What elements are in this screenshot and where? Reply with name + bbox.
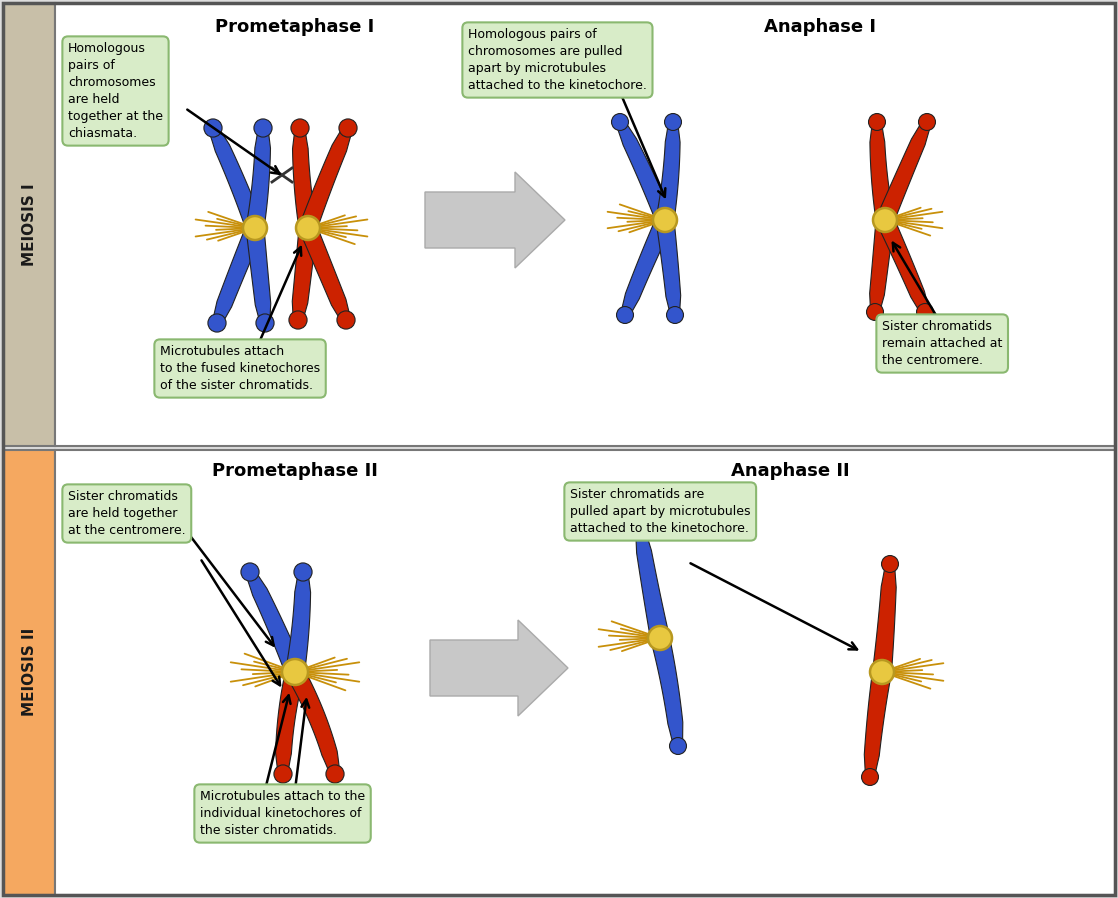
Circle shape [282,659,307,685]
Polygon shape [872,564,897,673]
Bar [55,3,1115,446]
Ellipse shape [337,311,356,329]
Ellipse shape [866,304,883,321]
Ellipse shape [326,765,344,783]
Ellipse shape [666,306,683,323]
Polygon shape [430,620,568,716]
Polygon shape [246,128,271,229]
Polygon shape [246,227,271,323]
Polygon shape [656,219,681,315]
Polygon shape [864,671,891,778]
Ellipse shape [240,563,259,581]
Ellipse shape [274,765,292,783]
Polygon shape [620,216,673,317]
Circle shape [653,208,678,232]
Polygon shape [877,216,929,313]
Polygon shape [212,224,264,325]
Ellipse shape [632,520,648,536]
Polygon shape [651,636,683,746]
Ellipse shape [254,119,272,137]
Text: Homologous
pairs of
chromosomes
are held
together at the
chiasmata.: Homologous pairs of chromosomes are held… [68,42,163,140]
Text: MEIOSIS I: MEIOSIS I [21,184,37,267]
Polygon shape [285,572,311,674]
Ellipse shape [862,769,879,786]
Bar [3,450,55,895]
Polygon shape [300,224,351,321]
Polygon shape [246,570,304,675]
Text: Microtubules attach
to the fused kinetochores
of the sister chromatids.: Microtubules attach to the fused kinetoc… [160,345,320,392]
Text: Sister chromatids
remain attached at
the centromere.: Sister chromatids remain attached at the… [882,320,1003,367]
Ellipse shape [294,563,312,581]
Polygon shape [300,126,352,231]
Text: Anaphase II: Anaphase II [731,462,850,480]
Polygon shape [293,128,316,230]
Ellipse shape [208,314,226,332]
Text: Homologous pairs of
chromosomes are pulled
apart by microtubules
attached to the: Homologous pairs of chromosomes are pull… [468,28,647,92]
Polygon shape [656,122,680,222]
Ellipse shape [291,119,309,137]
Polygon shape [276,670,304,774]
Circle shape [296,216,320,240]
Text: Anaphase I: Anaphase I [764,18,877,36]
Polygon shape [870,122,894,222]
Polygon shape [870,219,894,313]
Circle shape [243,216,267,240]
Polygon shape [877,120,931,224]
Polygon shape [286,667,340,775]
Text: Sister chromatids
are held together
at the centromere.: Sister chromatids are held together at t… [68,490,186,537]
Ellipse shape [881,556,899,572]
Polygon shape [616,120,673,224]
Text: Sister chromatids are
pulled apart by microtubules
attached to the kinetochore.: Sister chromatids are pulled apart by mi… [570,488,750,535]
Circle shape [870,660,894,684]
Ellipse shape [339,119,357,137]
Ellipse shape [919,113,936,130]
Text: Microtubules attach to the
individual kinetochores of
the sister chromatids.: Microtubules attach to the individual ki… [200,790,366,837]
Ellipse shape [869,113,885,130]
Text: Prometaphase I: Prometaphase I [216,18,375,36]
Circle shape [873,208,897,232]
Ellipse shape [664,113,682,130]
Ellipse shape [288,311,307,329]
Ellipse shape [917,304,934,321]
Polygon shape [425,172,565,268]
Bar [55,450,1115,895]
Text: MEIOSIS II: MEIOSIS II [21,628,37,716]
Bar [3,3,55,446]
Polygon shape [292,227,316,321]
Polygon shape [635,527,670,640]
Ellipse shape [203,119,222,137]
Ellipse shape [612,113,628,130]
Ellipse shape [616,306,634,323]
Circle shape [648,626,672,650]
Text: Prometaphase II: Prometaphase II [212,462,378,480]
Polygon shape [209,126,264,231]
Ellipse shape [256,314,274,332]
Ellipse shape [670,737,686,754]
